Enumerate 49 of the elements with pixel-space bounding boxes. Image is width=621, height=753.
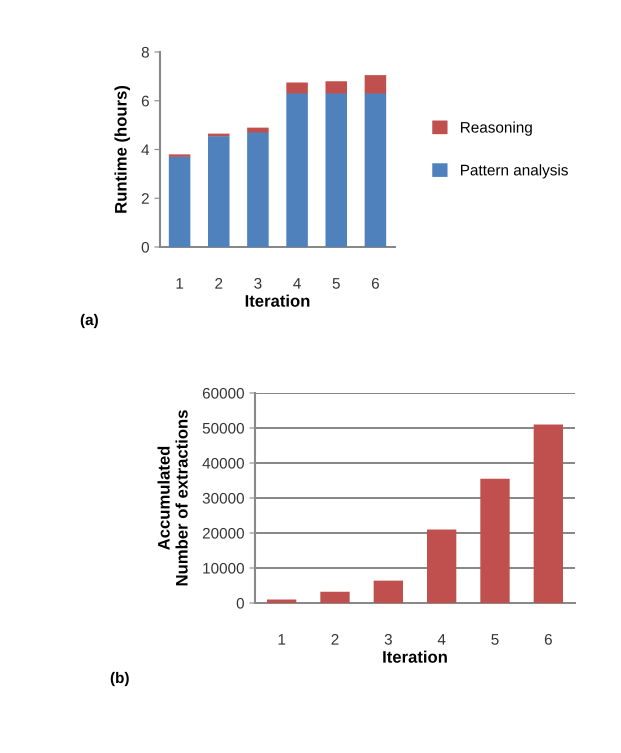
y-axis-title: Runtime (hours) <box>114 86 130 213</box>
bar <box>480 478 510 603</box>
bar <box>247 132 269 247</box>
bar <box>168 156 190 247</box>
y-tick-label: 20000 <box>202 528 244 539</box>
y-tick-label: 60000 <box>202 388 244 399</box>
x-tick-label: 1 <box>176 278 184 289</box>
bar <box>427 530 456 603</box>
bar <box>208 136 230 247</box>
y-tick-label: 50000 <box>202 422 244 434</box>
bar <box>374 580 403 603</box>
x-tick-label: 5 <box>491 634 499 645</box>
x-tick-label: 5 <box>332 278 340 289</box>
x-tick-label: 3 <box>384 634 392 645</box>
x-tick-label: 1 <box>278 634 286 645</box>
y-tick-label: 0 <box>236 598 244 609</box>
y-tick-label: 4 <box>141 144 150 156</box>
y-tick-label: 0 <box>142 242 149 253</box>
legend-label: Pattern analysis <box>461 164 568 178</box>
bar <box>168 154 190 157</box>
y-tick-label: 40000 <box>202 458 244 469</box>
x-tick-label: 6 <box>372 278 379 289</box>
y-tick-label: 2 <box>142 193 149 204</box>
bar <box>364 93 386 247</box>
bar <box>267 600 296 603</box>
x-axis-title: Iteration <box>246 294 310 307</box>
bar <box>364 75 386 94</box>
x-tick-label: 4 <box>293 278 301 289</box>
x-axis-title: Iteration <box>383 650 447 663</box>
text: (a) <box>80 314 98 328</box>
x-tick-label: 4 <box>438 634 446 645</box>
x-tick-label: 2 <box>332 634 338 645</box>
bar <box>247 128 269 132</box>
bar <box>208 134 230 136</box>
y-tick-label: 30000 <box>202 492 244 504</box>
bar <box>286 82 308 94</box>
bar <box>320 592 350 603</box>
legend-label: Reasoning <box>461 122 532 136</box>
bar <box>325 81 348 94</box>
y-tick-label: 6 <box>142 96 149 106</box>
text: (b) <box>110 672 129 686</box>
x-tick-label: 3 <box>254 278 262 289</box>
y-axis-title: Accumulated Number of extractions <box>158 410 188 586</box>
bar <box>286 93 308 247</box>
bar <box>325 93 348 247</box>
x-tick-label: 6 <box>544 634 552 645</box>
bar <box>534 424 563 603</box>
y-tick-label: 10000 <box>203 562 244 574</box>
y-tick-label: 8 <box>142 46 149 58</box>
